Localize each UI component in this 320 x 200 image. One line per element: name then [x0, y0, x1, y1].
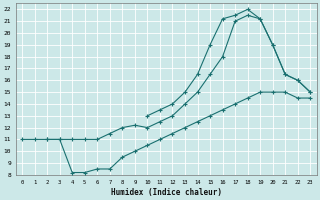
X-axis label: Humidex (Indice chaleur): Humidex (Indice chaleur) — [111, 188, 222, 197]
